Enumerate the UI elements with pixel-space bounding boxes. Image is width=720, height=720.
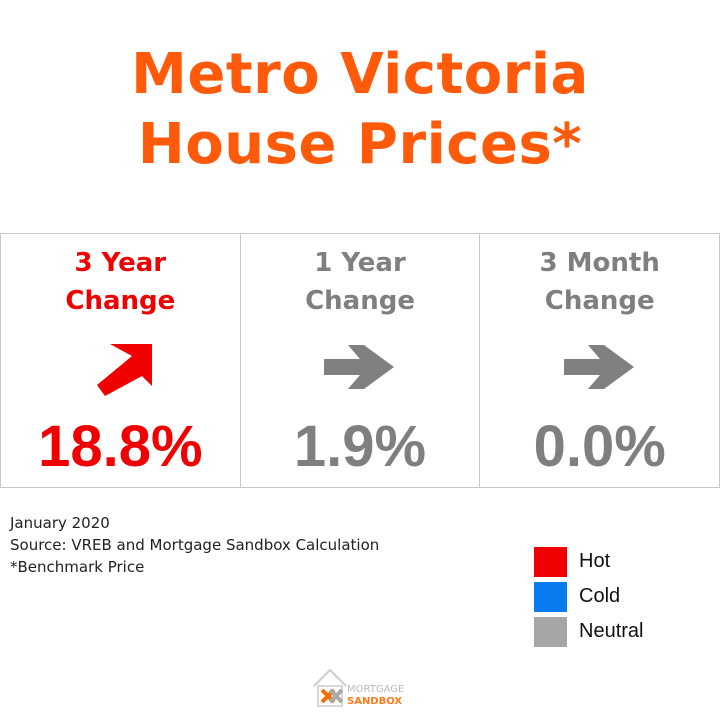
panel-label-line-2: Change — [544, 286, 655, 316]
title-line-2: House Prices* — [137, 112, 583, 177]
legend-item-neutral: Neutral — [534, 614, 643, 649]
panel-label-line-1: 3 Month — [539, 248, 660, 278]
panel-label: 3 Month Change — [480, 244, 719, 320]
legend-swatch-hot — [534, 546, 567, 577]
panel-label-line-1: 3 Year — [74, 248, 167, 278]
legend-swatch-cold — [534, 581, 567, 612]
right-arrow-icon — [563, 345, 634, 389]
panel-label: 1 Year Change — [241, 244, 480, 320]
legend-label: Cold — [579, 585, 621, 607]
up-right-arrow-icon — [97, 344, 153, 396]
panel-3-year: 3 Year Change 18.8% — [0, 234, 241, 487]
title-line-1: Metro Victoria — [131, 42, 589, 107]
legend-item-cold: Cold — [534, 579, 643, 614]
panel-value: 0.0% — [533, 414, 666, 479]
logo-text-sandbox: SANDBOX — [347, 696, 402, 707]
logo-text-mortgage: MORTGAGE — [347, 684, 404, 695]
panel-value: 18.8% — [38, 414, 203, 479]
panel-label-line-2: Change — [65, 286, 176, 316]
mortgage-sandbox-logo: MORTGAGE SANDBOX — [313, 668, 404, 707]
legend-label: Neutral — [579, 620, 644, 642]
legend-swatch-neutral — [534, 616, 567, 647]
source-note: Source: VREB and Mortgage Sandbox Calcul… — [10, 536, 380, 554]
panel-1-year: 1 Year Change 1.9% — [241, 234, 481, 487]
page-title: Metro Victoria House Prices* — [0, 40, 720, 180]
legend: Hot Cold Neutral — [534, 544, 643, 649]
benchmark-footnote: *Benchmark Price — [10, 558, 145, 576]
panel-3-month: 3 Month Change 0.0% — [480, 234, 720, 487]
panel-label-line-1: 1 Year — [314, 248, 406, 278]
panel-label: 3 Year Change — [1, 244, 240, 320]
date-note: January 2020 — [10, 514, 110, 532]
source-notes: January 2020 Source: VREB and Mortgage S… — [10, 512, 379, 578]
legend-item-hot: Hot — [534, 544, 643, 579]
panel-label-line-2: Change — [305, 286, 415, 316]
legend-label: Hot — [579, 550, 611, 572]
right-arrow-icon — [324, 345, 394, 389]
change-panels: 3 Year Change 18.8% 1 Year Change 1.9% 3… — [0, 233, 720, 488]
panel-value: 1.9% — [293, 414, 427, 479]
